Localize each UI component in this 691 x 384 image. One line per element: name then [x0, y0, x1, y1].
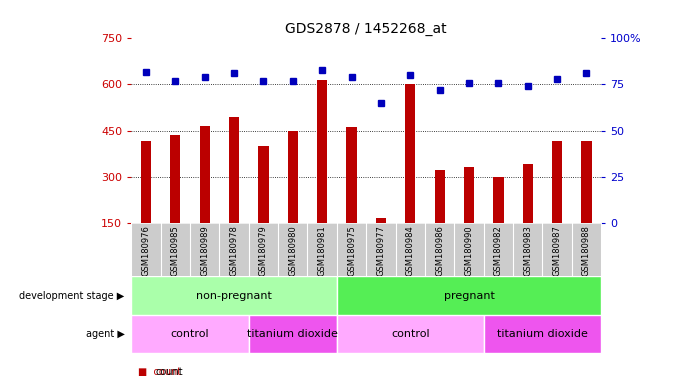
Bar: [131, 276, 337, 315]
Text: GSM180982: GSM180982: [494, 225, 503, 276]
Bar: [200, 126, 210, 223]
Bar: [317, 80, 328, 223]
Text: GSM180983: GSM180983: [523, 225, 532, 276]
Text: ■  count: ■ count: [138, 367, 181, 377]
Text: GSM180986: GSM180986: [435, 225, 444, 276]
Text: count: count: [155, 367, 183, 377]
Bar: [337, 315, 484, 353]
Bar: [249, 315, 337, 353]
Bar: [258, 146, 269, 223]
Bar: [131, 315, 249, 353]
Text: development stage ▶: development stage ▶: [19, 291, 124, 301]
Text: pregnant: pregnant: [444, 291, 495, 301]
Text: control: control: [391, 329, 430, 339]
Bar: [337, 276, 601, 315]
Text: GSM180987: GSM180987: [553, 225, 562, 276]
Text: GSM180975: GSM180975: [347, 225, 356, 276]
Bar: [435, 170, 445, 223]
Bar: [493, 177, 504, 223]
Text: agent ▶: agent ▶: [86, 329, 124, 339]
Text: titanium dioxide: titanium dioxide: [247, 329, 339, 339]
Bar: [552, 141, 562, 223]
Text: GSM180988: GSM180988: [582, 225, 591, 276]
Bar: [287, 131, 298, 223]
Text: GSM180990: GSM180990: [464, 225, 473, 276]
Bar: [170, 135, 180, 223]
Bar: [346, 127, 357, 223]
Bar: [405, 84, 415, 223]
Text: GSM180979: GSM180979: [259, 225, 268, 276]
Text: GSM180989: GSM180989: [200, 225, 209, 276]
Text: control: control: [171, 329, 209, 339]
Text: GSM180978: GSM180978: [229, 225, 238, 276]
Bar: [464, 167, 474, 223]
Text: GSM180980: GSM180980: [288, 225, 297, 276]
Bar: [376, 218, 386, 223]
Bar: [522, 164, 533, 223]
Text: GSM180981: GSM180981: [318, 225, 327, 276]
Text: titanium dioxide: titanium dioxide: [497, 329, 588, 339]
Bar: [141, 141, 151, 223]
Text: GSM180976: GSM180976: [142, 225, 151, 276]
Bar: [484, 315, 601, 353]
Text: non-pregnant: non-pregnant: [196, 291, 272, 301]
Text: GSM180984: GSM180984: [406, 225, 415, 276]
Bar: [581, 141, 591, 223]
Bar: [229, 117, 239, 223]
Text: GSM180985: GSM180985: [171, 225, 180, 276]
Text: GSM180977: GSM180977: [377, 225, 386, 276]
Title: GDS2878 / 1452268_at: GDS2878 / 1452268_at: [285, 22, 447, 36]
